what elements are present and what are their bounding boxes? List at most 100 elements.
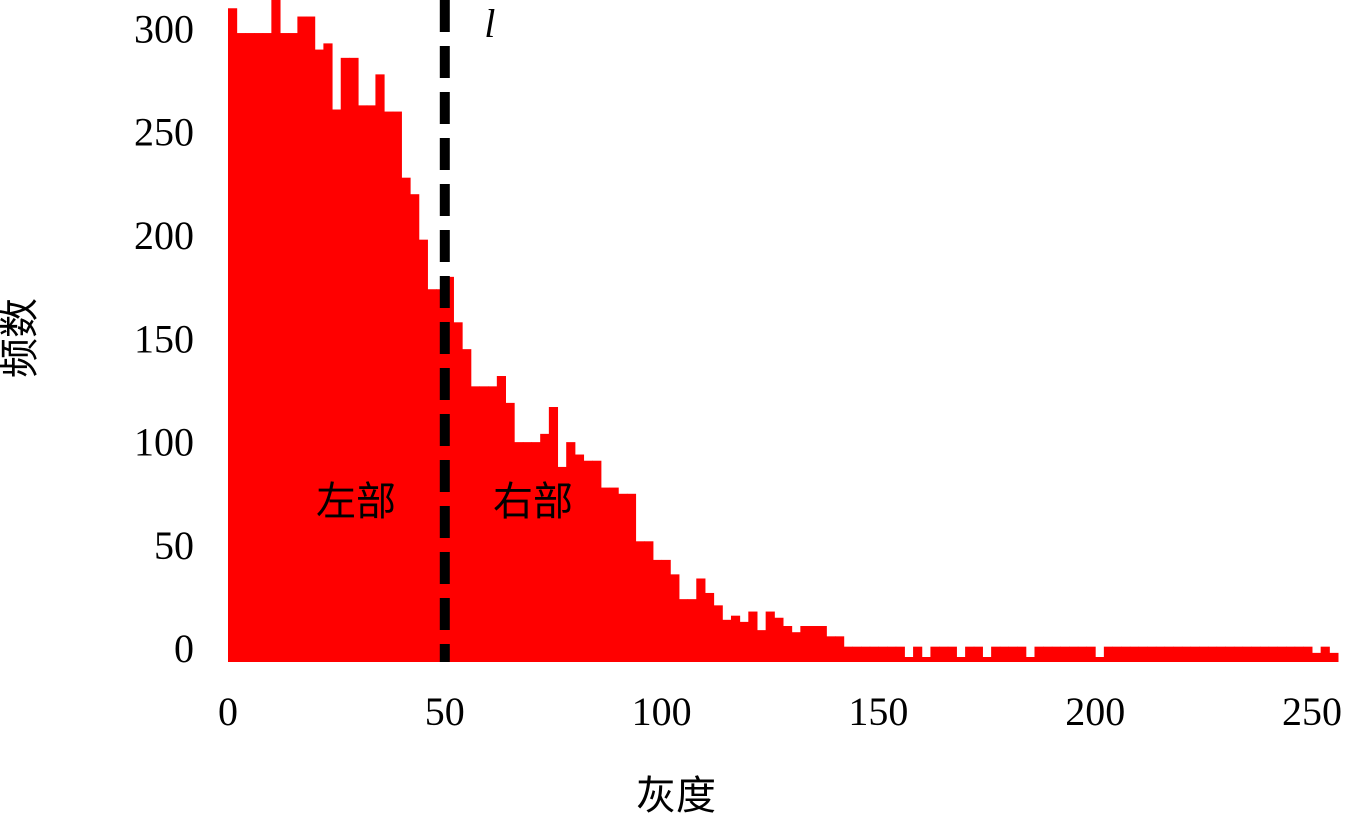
bar (574, 454, 585, 662)
bar (1164, 646, 1174, 662)
bar (652, 559, 663, 662)
bar (1121, 646, 1131, 662)
bar (531, 442, 541, 662)
bar (1103, 646, 1114, 662)
bar (921, 657, 931, 662)
bar (835, 636, 845, 662)
bar (1199, 646, 1209, 662)
bar (765, 611, 775, 662)
bar (297, 16, 307, 662)
bar (366, 105, 376, 663)
bar (1086, 646, 1096, 662)
bar (713, 605, 723, 662)
bar (1077, 646, 1088, 662)
annotation: 右部 (493, 479, 573, 524)
bar (1311, 652, 1322, 662)
bar (1129, 646, 1140, 662)
bar (609, 487, 619, 662)
bar (748, 611, 758, 662)
bar (1155, 646, 1166, 662)
bar (678, 599, 689, 662)
bar (973, 646, 983, 662)
bar (1095, 657, 1105, 662)
bar (887, 646, 897, 662)
bar (540, 433, 550, 662)
y-tick-label: 250 (134, 110, 194, 155)
bar (1051, 646, 1061, 662)
bar (1259, 646, 1270, 662)
y-tick-label: 50 (154, 523, 194, 568)
bar (1303, 646, 1313, 662)
x-tick-label: 250 (1282, 689, 1342, 734)
bar (1207, 646, 1218, 662)
bar (1251, 646, 1261, 662)
bar (1268, 646, 1278, 662)
bar (1329, 652, 1339, 662)
bar (869, 646, 879, 662)
bar (1060, 646, 1070, 662)
bar (228, 8, 238, 662)
bar (809, 626, 819, 662)
y-tick-label: 150 (134, 316, 194, 361)
bar (696, 578, 706, 662)
bar (982, 657, 992, 662)
annotation: 左部 (316, 479, 396, 524)
bar (756, 630, 767, 662)
bar (427, 289, 437, 662)
bar (522, 442, 533, 662)
x-tick-label: 100 (632, 689, 692, 734)
bar (1181, 646, 1192, 662)
bar (488, 386, 498, 662)
bar (349, 57, 359, 662)
bar (1043, 646, 1053, 662)
bar (991, 646, 1001, 662)
bar (306, 16, 316, 662)
bar (965, 646, 975, 662)
bar (843, 646, 853, 662)
bar (904, 657, 914, 662)
bar (1242, 646, 1252, 662)
bar (514, 442, 524, 662)
bar (583, 460, 593, 662)
bar (479, 386, 489, 662)
bar (774, 617, 784, 662)
bar (557, 466, 567, 662)
bar (1285, 646, 1296, 662)
bar (418, 239, 428, 662)
bar (800, 626, 810, 662)
bar (722, 619, 732, 662)
bar (254, 33, 264, 663)
bar (704, 592, 715, 662)
bar (956, 657, 966, 662)
y-axis-label: 频数 (0, 298, 42, 378)
y-tick-label: 300 (134, 6, 194, 51)
bar (1320, 646, 1330, 662)
bar (1225, 646, 1235, 662)
bar (1112, 646, 1122, 662)
bar (453, 322, 463, 662)
bar (852, 646, 862, 662)
bar (548, 407, 559, 662)
bar (687, 599, 697, 662)
bar (600, 487, 611, 662)
bar (861, 646, 871, 662)
bar (592, 460, 602, 662)
bar (1025, 657, 1035, 662)
bar (401, 177, 411, 662)
bar (262, 33, 272, 663)
bar (817, 626, 827, 662)
bar (947, 646, 957, 662)
bar (1008, 646, 1018, 662)
bar (618, 493, 628, 662)
bar (1138, 646, 1148, 662)
y-tick-label: 0 (174, 626, 194, 671)
bar (999, 646, 1009, 662)
x-tick-label: 200 (1065, 689, 1125, 734)
bar (878, 646, 888, 662)
bar (462, 349, 472, 662)
bar (939, 646, 949, 662)
x-tick-label: 150 (848, 689, 908, 734)
bar (1069, 646, 1079, 662)
bar (314, 49, 324, 663)
